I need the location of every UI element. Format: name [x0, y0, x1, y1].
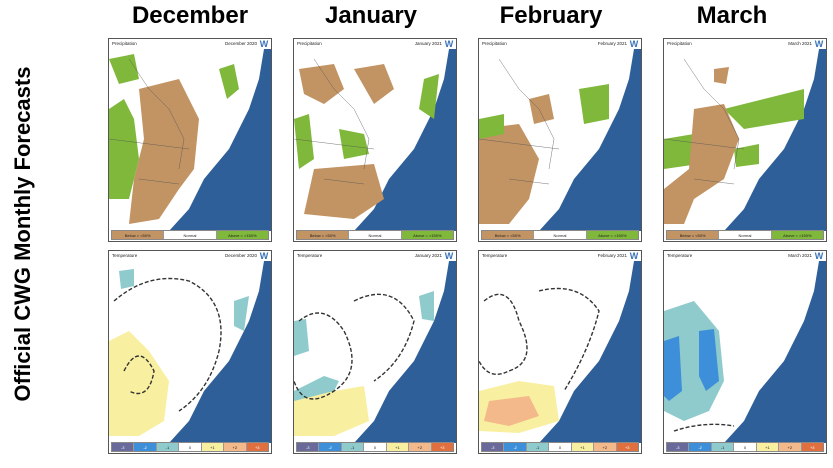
cwg-logo-icon: W [444, 39, 454, 49]
precip-map-march: Precipitation March 2021 W Below = <50% N… [663, 38, 827, 242]
side-title: Official CWG Monthly Forecasts [10, 66, 35, 402]
panel-date: December 2020 [224, 253, 257, 258]
month-title-january: January [324, 2, 418, 29]
temp-map-march: Temperature March 2021 W -3 -2 -1 0 +1 +2… [663, 250, 827, 454]
temp-map-january: Temperature January 2021 W -3 -2 -1 0 +1 … [293, 250, 457, 454]
temp-map-february: Temperature February 2021 W -3 -2 -1 0 +1… [478, 250, 642, 454]
temp-legend: -3 -2 -1 0 +1 +2 +3 [481, 442, 639, 452]
panel-label: Precipitation [482, 41, 507, 46]
panel-label: Temperature [482, 253, 508, 258]
cwg-logo-icon: W [259, 39, 269, 49]
panel-date: December 2020 [224, 41, 257, 46]
temp-legend: -3 -2 -1 0 +1 +2 +3 [296, 442, 454, 452]
panel-date: February 2021 [597, 253, 627, 258]
panel-label: Precipitation [667, 41, 692, 46]
panel-label: Temperature [297, 253, 323, 258]
precip-map-february: Precipitation February 2021 W Below = <50… [478, 38, 642, 242]
panel-label: Precipitation [297, 41, 322, 46]
temp-legend: -3 -2 -1 0 +1 +2 +3 [111, 442, 269, 452]
cwg-logo-icon: W [814, 251, 824, 261]
precip-legend: Below = <50% Normal Above = >150% [481, 230, 639, 240]
cwg-logo-icon: W [629, 39, 639, 49]
month-title-march: March [696, 2, 768, 29]
panel-date: March 2021 [788, 253, 812, 258]
cwg-logo-icon: W [814, 39, 824, 49]
month-title-february: February [499, 2, 603, 29]
precip-legend: Below = <50% Normal Above = >150% [666, 230, 824, 240]
month-title-december: December [131, 2, 249, 29]
precip-legend: Below = <50% Normal Above = >150% [111, 230, 269, 240]
cwg-logo-icon: W [629, 251, 639, 261]
temp-legend: -3 -2 -1 0 +1 +2 +3 [666, 442, 824, 452]
panel-date: January 2021 [414, 253, 442, 258]
panel-date: February 2021 [597, 41, 627, 46]
precip-map-january: Precipitation January 2021 W Below = <50%… [293, 38, 457, 242]
precip-legend: Below = <50% Normal Above = >150% [296, 230, 454, 240]
panel-date: January 2021 [414, 41, 442, 46]
panel-label: Temperature [667, 253, 693, 258]
temp-map-december: Temperature December 2020 W -3 -2 -1 0 +1… [108, 250, 272, 454]
panel-label: Precipitation [112, 41, 137, 46]
precip-map-december: Precipitation December 2020 W Below = <50… [108, 38, 272, 242]
cwg-logo-icon: W [259, 251, 269, 261]
panel-date: March 2021 [788, 41, 812, 46]
cwg-logo-icon: W [444, 251, 454, 261]
panel-label: Temperature [112, 253, 138, 258]
